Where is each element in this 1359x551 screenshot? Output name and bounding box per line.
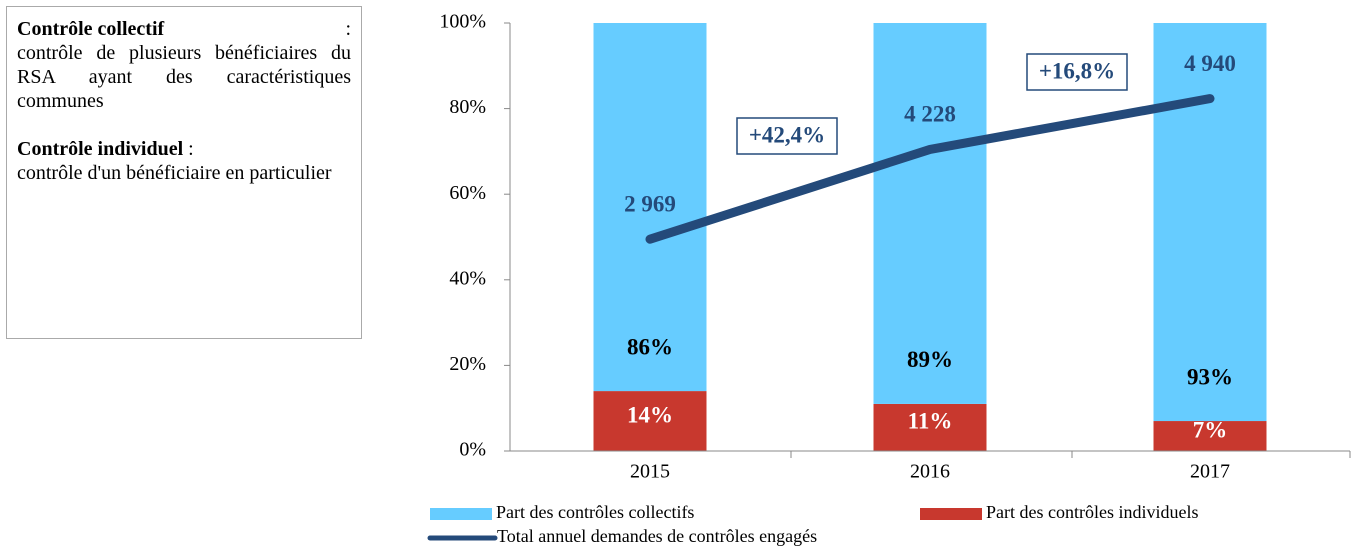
line-label: 2 969 xyxy=(624,191,676,216)
bar-segment xyxy=(873,23,987,404)
definition-box: Contrôle collectif : contrôle de plusieur… xyxy=(6,6,362,339)
bar-segment xyxy=(1153,421,1267,451)
separator: : xyxy=(188,138,194,160)
legend-swatch xyxy=(920,508,982,520)
annotation: +42,4% xyxy=(749,122,825,147)
bar-label: 11% xyxy=(908,409,953,434)
x-tick-label: 2015 xyxy=(630,461,670,483)
line-label: 4 940 xyxy=(1184,51,1236,76)
y-tick-label: 0% xyxy=(459,439,486,461)
bar-label: 93% xyxy=(1187,364,1233,389)
y-tick-label: 20% xyxy=(449,353,486,375)
definition: Contrôle individuel : contrôle d'un bénéf… xyxy=(17,137,351,185)
bar-segment xyxy=(593,391,707,451)
annotation-box xyxy=(1026,53,1128,91)
y-tick-label: 80% xyxy=(449,96,486,118)
y-tick-label: 60% xyxy=(449,182,486,204)
bar-label: 86% xyxy=(627,334,673,359)
annotation: +16,8% xyxy=(1039,58,1115,83)
definition-text: contrôle d'un bénéficiaire en particulie… xyxy=(17,162,332,184)
legend-label: Part des contrôles individuels xyxy=(986,502,1198,522)
y-tick-label: 100% xyxy=(439,11,486,33)
bar-label: 14% xyxy=(627,402,673,427)
annotation-box xyxy=(736,117,838,155)
bar-segment xyxy=(1153,23,1267,422)
bars xyxy=(593,23,1267,451)
bar-label: 7% xyxy=(1193,417,1228,442)
line-series xyxy=(645,94,1215,244)
separator: : xyxy=(345,18,351,40)
definition-text: contrôle de plusieurs bénéficiaires du R… xyxy=(17,42,351,112)
bar-label: 89% xyxy=(907,347,953,372)
legend-label: Part des contrôles collectifs xyxy=(496,502,694,522)
term: Contrôle individuel xyxy=(17,138,184,160)
x-tick-label: 2016 xyxy=(910,461,950,483)
x-tick-label: 2017 xyxy=(1190,461,1230,483)
bar-segment xyxy=(593,23,707,392)
line-label: 4 228 xyxy=(904,102,956,127)
legend-label: Total annuel demandes de contrôles engag… xyxy=(497,526,817,546)
definition: Contrôle collectif : contrôle de plusieur… xyxy=(17,17,351,113)
y-tick-label: 40% xyxy=(449,267,486,289)
term: Contrôle collectif xyxy=(17,18,165,40)
legend-swatch xyxy=(430,508,492,520)
bar-segment xyxy=(873,403,987,451)
